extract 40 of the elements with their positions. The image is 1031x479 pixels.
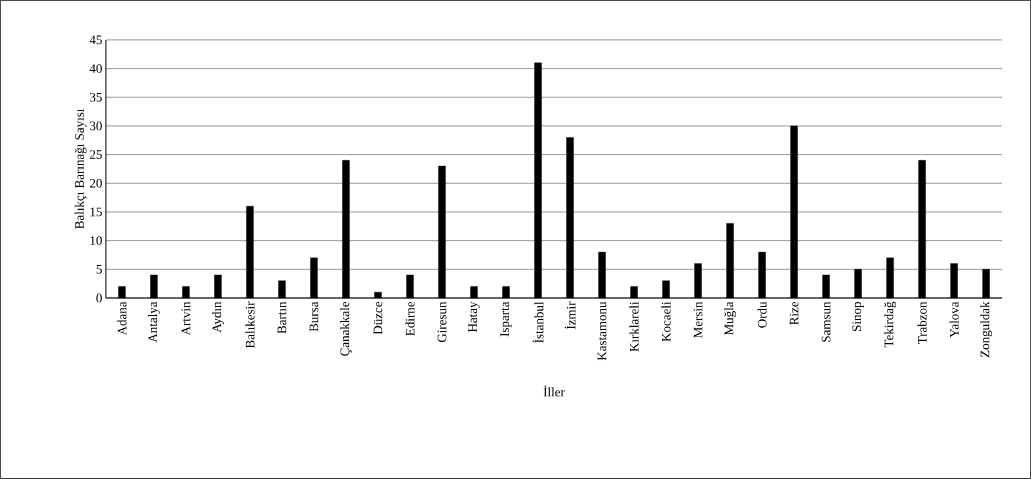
y-tick-label: 5 xyxy=(96,265,102,274)
x-tick-label: Sinop xyxy=(852,302,864,332)
x-tick-label: Trabzon xyxy=(917,301,927,345)
x-tick-label: Samsun xyxy=(821,301,831,342)
x-tick-label: Yalova xyxy=(949,301,959,338)
x-tick-label: Ordu xyxy=(757,301,767,328)
x-tick-label: Zonguldak xyxy=(980,301,993,358)
x-tick-label: Balıkesir xyxy=(245,301,255,349)
x-tick-label: Isparta xyxy=(500,301,512,337)
x-tick-label: Tekirdağ xyxy=(884,301,896,348)
y-tick-label: 20 xyxy=(89,178,102,188)
x-tick-label: Kırklareli xyxy=(629,301,639,352)
x-tick-label: İstanbul xyxy=(532,301,544,343)
x-tick-label: Düzce xyxy=(373,301,383,335)
x-tick-label: Bursa xyxy=(309,301,319,332)
x-tick-label: Muğla xyxy=(724,301,736,336)
y-tick-label: 25 xyxy=(89,150,102,160)
x-tick-label: Kastamonu xyxy=(597,301,607,361)
y-tick-label: 35 xyxy=(90,92,102,102)
y-tick-label: 40 xyxy=(89,64,102,74)
x-tick-label: Antalya xyxy=(148,301,160,343)
y-axis-title: Balıkçı Barınağı Sayısı xyxy=(74,108,87,229)
y-tick-label: 0 xyxy=(96,293,102,303)
y-tick-label: 15 xyxy=(90,207,102,217)
x-tick-label: İzmir xyxy=(564,301,576,330)
x-tick-label: Artvin xyxy=(181,301,191,336)
x-tick-label: Çanakkale xyxy=(340,301,352,356)
x-tick-label: Giresun xyxy=(437,301,447,343)
y-tick-label: 45 xyxy=(89,35,102,45)
x-tick-label: Rize xyxy=(789,301,799,325)
x-tick-label: Adana xyxy=(117,301,127,336)
x-tick-label: Kocaeli xyxy=(661,301,671,342)
x-tick-label: Mersin xyxy=(693,301,703,338)
x-tick-label: Bartın xyxy=(277,301,287,334)
x-tick-label: Edirne xyxy=(405,301,415,336)
x-tick-label: Aydın xyxy=(212,301,224,333)
x-tick-label: Hatay xyxy=(468,301,480,333)
x-axis-title: İller xyxy=(543,385,565,397)
y-tick-label: 30 xyxy=(90,121,102,131)
y-tick-label: 10 xyxy=(90,236,102,246)
